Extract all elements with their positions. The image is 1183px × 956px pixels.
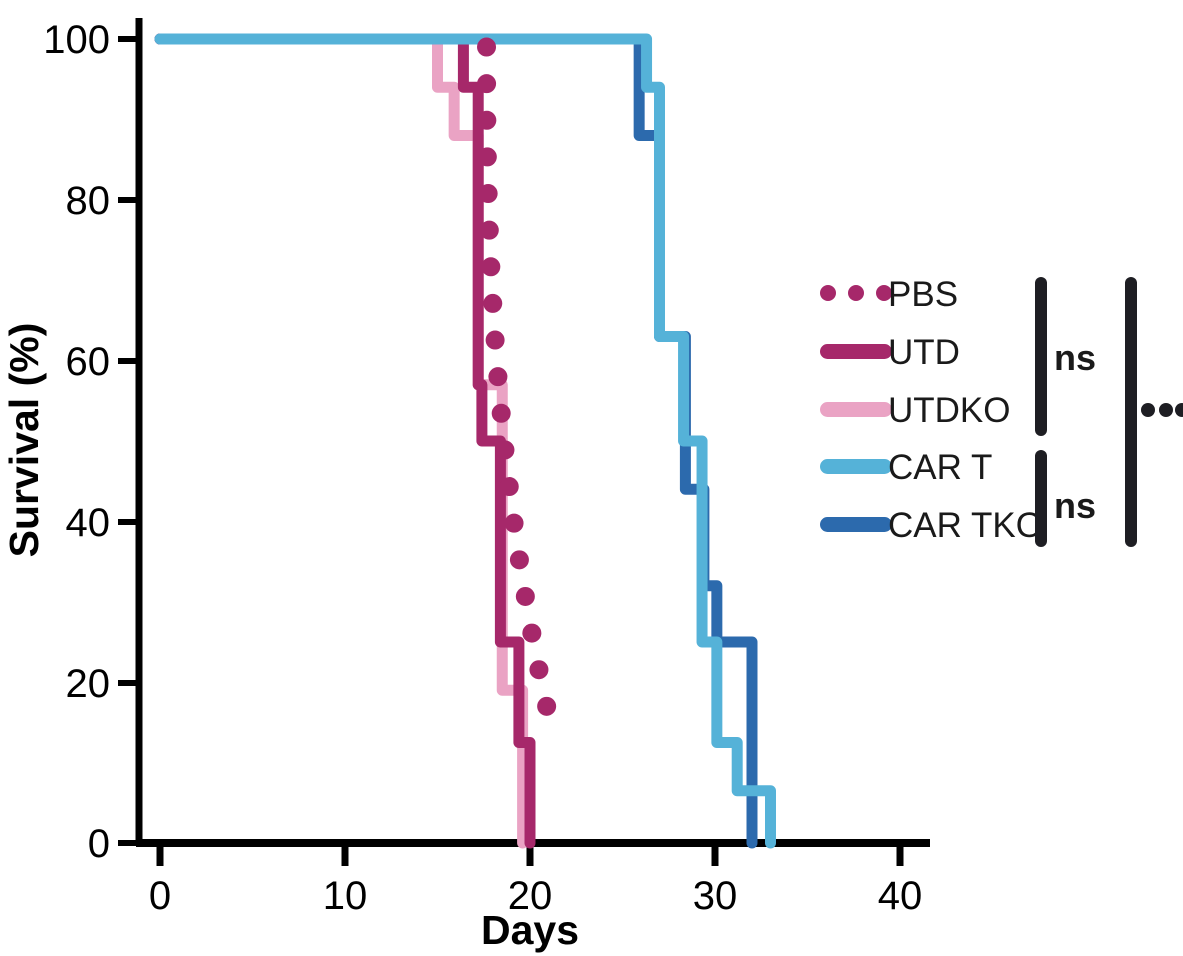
curve-utd [154,33,536,849]
legend-item-utd[interactable]: UTD [820,333,960,372]
legend-item-pbs[interactable]: PBS [820,275,958,314]
legend-swatch-cart-line-icon [820,459,892,474]
x-ticklabel-10: 10 [323,874,368,918]
legend-label-pbs: PBS [888,275,958,314]
axis-group [135,18,930,847]
y-axis-tick-labels: 100 80 60 40 20 0 [43,18,110,866]
curve-car-t [154,33,776,849]
significance-bracket-bottom [1035,450,1047,547]
y-ticklabel-60: 60 [66,340,111,384]
survival-curves-group [154,33,776,849]
legend-swatch-cartko-line-icon [820,517,892,532]
x-ticklabel-20: 20 [508,874,553,918]
legend-label-utd: UTD [888,333,960,372]
curve-pbs [477,37,557,716]
x-axis-title: Days [481,907,579,953]
y-ticklabel-40: 40 [66,501,111,545]
legend-swatch-pbs-dotted-icon [820,285,892,301]
legend-label-cartko: CAR TKO [888,506,1043,545]
curve-utdko [154,33,529,849]
significance-annotations: ns ns ••• [1035,277,1183,547]
y-ticklabel-0: 0 [88,822,110,866]
legend-label-cart: CAR T [888,448,992,487]
x-ticklabel-40: 40 [878,874,923,918]
y-axis-title: Survival (%) [1,323,47,558]
significance-label-top: ns [1054,337,1096,378]
legend-label-utdko: UTDKO [888,391,1011,430]
y-ticklabel-20: 20 [66,662,111,706]
legend-swatch-utd-line-icon [820,344,892,359]
legend: PBS UTD UTDKO CAR T CAR TKO [820,275,1043,545]
significance-dots-icon [1141,403,1183,417]
significance-bracket-top [1035,277,1047,436]
legend-swatch-utdko-line-icon [820,402,892,417]
significance-label-bottom: ns [1054,485,1096,526]
y-ticklabel-80: 80 [66,179,111,223]
legend-item-cart[interactable]: CAR T [820,448,992,487]
x-ticklabel-0: 0 [149,874,171,918]
y-axis-ticks [118,36,139,846]
legend-item-utdko[interactable]: UTDKO [820,391,1011,430]
x-axis-tick-labels: 0 10 20 30 40 [149,874,922,918]
x-ticklabel-30: 30 [693,874,738,918]
y-ticklabel-100: 100 [43,18,110,62]
legend-item-cartko[interactable]: CAR TKO [820,506,1043,545]
significance-bracket-outer [1125,277,1137,547]
